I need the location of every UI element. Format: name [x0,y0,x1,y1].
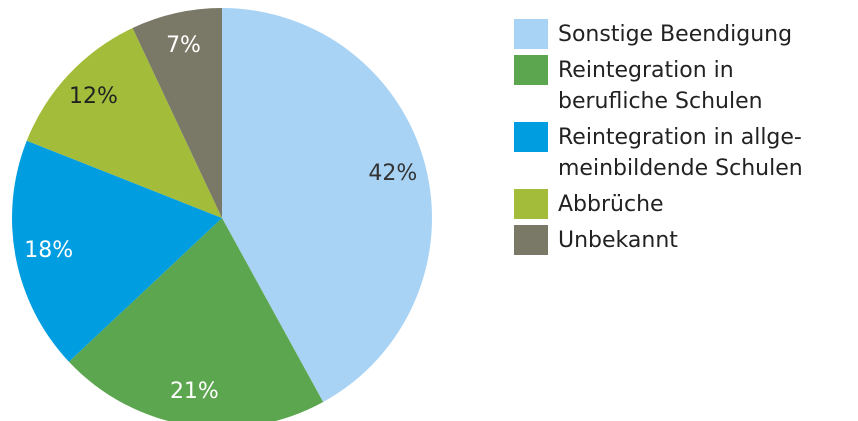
legend-item: Reintegration in allge- meinbildende Sch… [514,122,803,184]
legend-label: Unbekannt [558,228,678,253]
legend-swatch [514,19,548,49]
legend-label: Sonstige Beendigung [558,22,793,47]
legend-swatch [514,189,548,219]
legend-item: Abbrüche [514,189,803,220]
data-label: 21% [170,379,219,404]
legend-label: Abbrüche [558,192,664,217]
legend-item: Sonstige Beendigung [514,19,803,50]
pie-slice [222,8,433,403]
legend-label: Reintegration in allge- meinbildende Sch… [558,125,803,181]
legend-label: Reintegration in berufliche Schulen [558,58,763,114]
pie-slice [26,27,223,219]
legend-item: Unbekannt [514,225,803,256]
legend-swatch [514,122,548,152]
legend-swatch [514,55,548,85]
legend-swatch [514,225,548,255]
data-label: 42% [368,161,417,186]
data-label: 7% [166,33,201,58]
pie-slice [68,218,324,421]
data-label: 12% [69,84,118,109]
pie-slice [12,140,223,362]
legend: Sonstige Beendigung Reintegration in beru… [514,19,803,261]
data-label: 18% [24,238,73,263]
legend-item: Reintegration in berufliche Schulen [514,55,803,117]
pie-slice [132,8,222,218]
